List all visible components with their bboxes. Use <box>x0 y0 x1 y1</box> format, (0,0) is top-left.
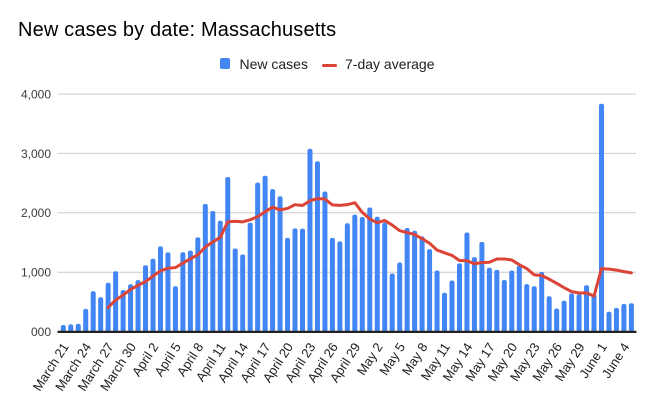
svg-text:000: 000 <box>31 325 51 339</box>
svg-text:1,000: 1,000 <box>21 266 51 280</box>
svg-text:3,000: 3,000 <box>21 147 51 161</box>
svg-text:2,000: 2,000 <box>21 206 51 220</box>
svg-text:4,000: 4,000 <box>21 87 51 101</box>
